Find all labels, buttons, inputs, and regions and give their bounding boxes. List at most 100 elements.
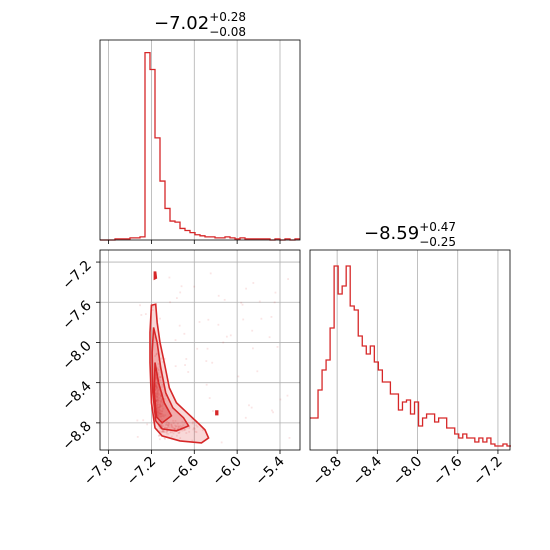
sample-point bbox=[153, 336, 156, 339]
sample-point bbox=[156, 415, 159, 418]
sample-point bbox=[156, 400, 159, 403]
sample-point bbox=[157, 398, 159, 401]
sample-point bbox=[158, 420, 160, 423]
sample-point bbox=[167, 422, 170, 424]
sample-point bbox=[156, 395, 159, 398]
sample-point bbox=[159, 400, 162, 403]
sample-point bbox=[287, 278, 290, 280]
histogram-panel-param2: −8.8 −8.4 −8.0 −7.6 −7.2 −8.59+0.47−0.25 bbox=[309, 220, 512, 489]
contour-middle bbox=[151, 327, 190, 432]
sample-point bbox=[156, 387, 159, 390]
sample-point bbox=[177, 432, 180, 434]
sample-point bbox=[156, 382, 159, 385]
sample-point bbox=[164, 414, 167, 417]
sample-point bbox=[168, 423, 171, 426]
sample-point bbox=[159, 376, 161, 378]
sample-point bbox=[156, 390, 159, 393]
sample-point bbox=[155, 373, 157, 376]
sample-point bbox=[166, 423, 169, 426]
sample-point bbox=[175, 434, 178, 437]
sample-point bbox=[161, 415, 164, 418]
sample-point bbox=[196, 347, 199, 350]
ticks-param2: −8.8 −8.4 −8.0 −7.6 −7.2 bbox=[310, 450, 506, 489]
sample-point bbox=[157, 385, 159, 388]
sample-point bbox=[159, 412, 162, 415]
sample-point bbox=[155, 407, 158, 410]
sample-point bbox=[168, 276, 171, 279]
sample-point bbox=[173, 428, 176, 431]
sample-point bbox=[159, 371, 162, 374]
sample-point bbox=[155, 376, 158, 379]
sample-point bbox=[251, 329, 254, 332]
sample-point bbox=[160, 400, 163, 403]
tick-label: −8.0 bbox=[390, 454, 425, 489]
sample-point bbox=[174, 427, 176, 430]
sample-point bbox=[159, 427, 162, 429]
sample-point bbox=[157, 373, 159, 375]
frame-2d bbox=[99, 249, 301, 451]
sample-point bbox=[244, 416, 247, 419]
sample-point bbox=[177, 427, 180, 430]
sample-point bbox=[161, 430, 164, 433]
tick-label: −8.8 bbox=[59, 418, 94, 453]
sample-point bbox=[154, 374, 157, 377]
sample-point bbox=[241, 303, 244, 306]
sample-point bbox=[245, 287, 247, 290]
sample-point bbox=[288, 437, 291, 439]
sample-point bbox=[157, 371, 160, 374]
sample-point bbox=[161, 383, 164, 386]
sample-point bbox=[160, 415, 163, 417]
sample-point bbox=[157, 388, 159, 391]
sample-point bbox=[182, 424, 185, 427]
sample-point bbox=[156, 382, 159, 385]
sample-point bbox=[272, 411, 274, 414]
sample-point bbox=[156, 398, 159, 401]
sample-point bbox=[163, 430, 166, 433]
sample-point bbox=[155, 402, 158, 405]
sample-point bbox=[160, 357, 162, 360]
sample-point bbox=[167, 432, 170, 435]
sample-point bbox=[156, 405, 159, 408]
sample-point bbox=[165, 429, 168, 432]
sample-point bbox=[162, 413, 165, 416]
sample-point bbox=[211, 410, 214, 412]
sample-point bbox=[157, 410, 160, 413]
sample-point bbox=[155, 396, 158, 399]
sample-point bbox=[155, 353, 158, 355]
sample-point bbox=[155, 400, 158, 402]
sample-point bbox=[188, 430, 191, 433]
sample-point bbox=[166, 429, 168, 432]
contour-levels bbox=[149, 271, 219, 444]
sample-point bbox=[185, 358, 188, 360]
sample-point bbox=[171, 425, 174, 428]
sample-point bbox=[206, 347, 209, 350]
sample-point bbox=[268, 336, 271, 339]
sample-point bbox=[258, 300, 261, 303]
sample-point bbox=[165, 431, 168, 434]
sample-point bbox=[169, 430, 172, 433]
title-text: −7.02+0.28 bbox=[154, 10, 246, 34]
sample-point bbox=[136, 435, 139, 438]
histogram-steps-param2 bbox=[310, 265, 512, 447]
sample-point bbox=[273, 301, 276, 304]
sample-point bbox=[156, 412, 159, 415]
sample-point bbox=[179, 437, 182, 439]
sample-point bbox=[159, 405, 162, 408]
sample-point bbox=[155, 398, 158, 401]
sample-point bbox=[158, 412, 161, 414]
sample-point bbox=[160, 410, 163, 413]
sample-point bbox=[158, 411, 160, 414]
sample-point bbox=[161, 423, 164, 426]
sample-point bbox=[172, 422, 175, 425]
sample-point bbox=[165, 421, 168, 424]
sample-point bbox=[157, 415, 160, 418]
sample-point bbox=[157, 389, 160, 392]
tick-label: −6.0 bbox=[210, 454, 245, 489]
sample-point bbox=[194, 430, 197, 433]
sample-point bbox=[179, 425, 182, 428]
sample-point bbox=[240, 301, 243, 304]
sample-point bbox=[159, 409, 161, 412]
sample-point bbox=[146, 423, 149, 426]
sample-point bbox=[172, 426, 174, 429]
